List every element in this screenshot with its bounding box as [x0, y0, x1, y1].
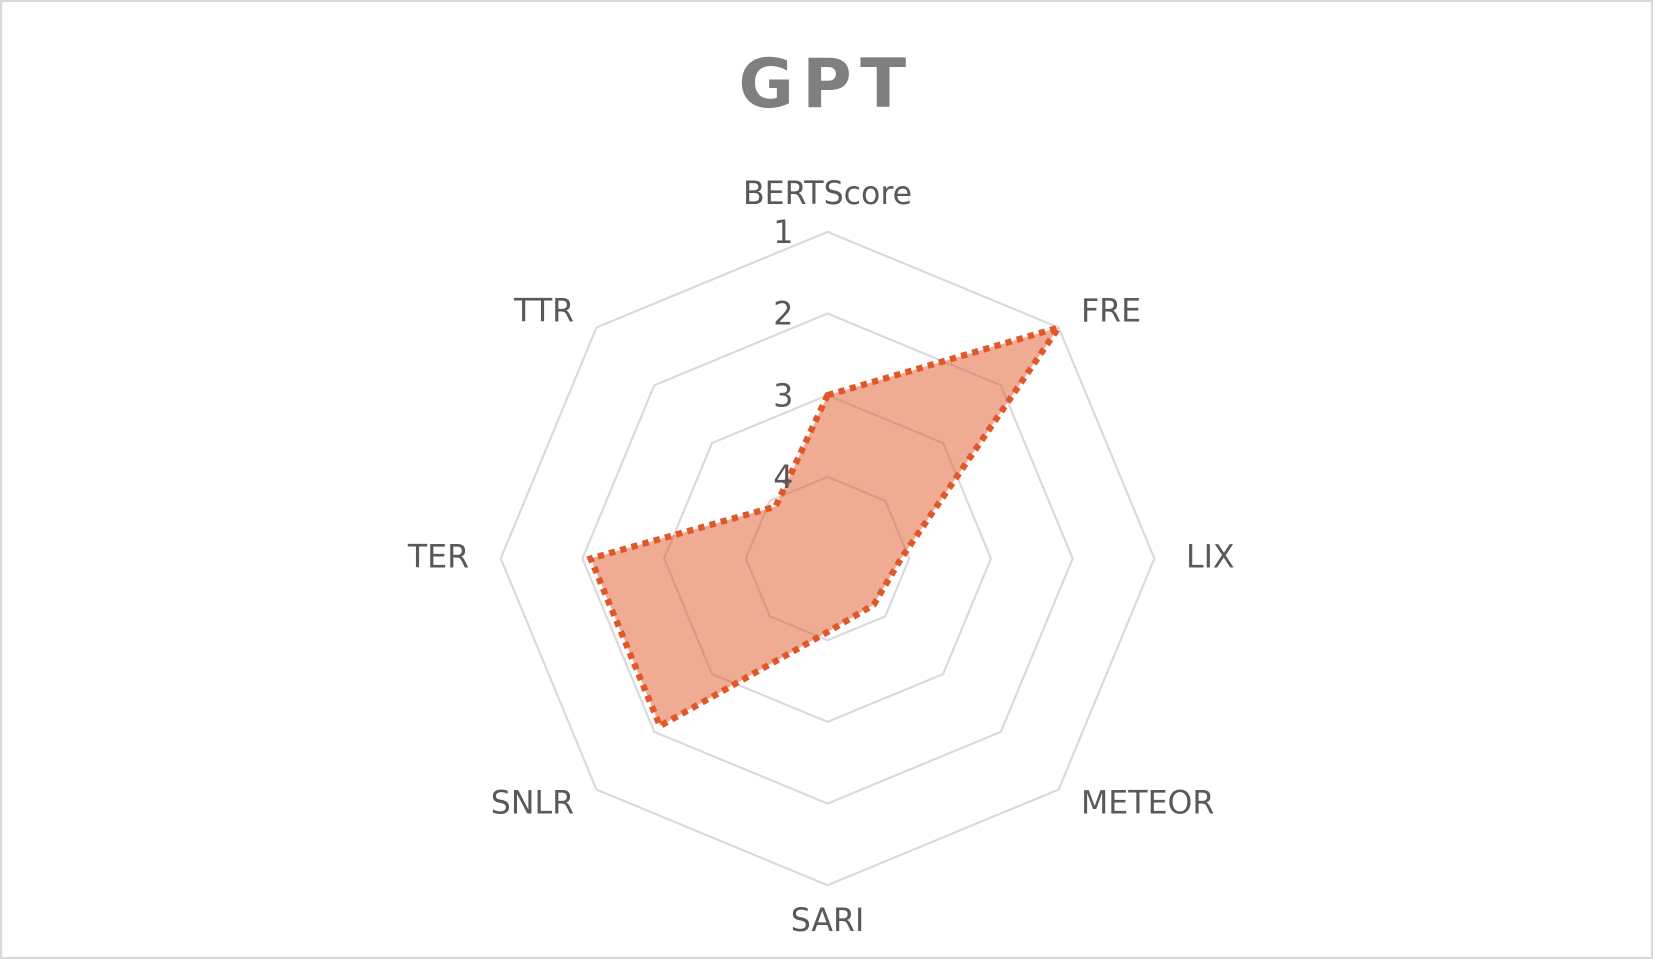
tick-label: 4 — [773, 460, 793, 496]
axis-label: FRE — [1081, 294, 1141, 330]
tick-label: 1 — [773, 215, 793, 251]
axis-label: SNLR — [491, 785, 574, 821]
chart-title: GPT — [738, 44, 914, 123]
grid-ring — [663, 394, 993, 724]
series-area — [586, 322, 1067, 731]
axis-label: BERTScore — [743, 176, 912, 212]
axis-label: METEOR — [1081, 785, 1214, 821]
axis-label: SARI — [791, 903, 865, 939]
grid-ring — [581, 312, 1074, 805]
tick-label: 3 — [773, 378, 793, 414]
tick-label: 2 — [773, 297, 793, 333]
axis-label: TTR — [513, 294, 574, 330]
grid-ring — [499, 230, 1156, 887]
axis-label: LIX — [1186, 540, 1235, 576]
axis-label: TER — [407, 540, 469, 576]
